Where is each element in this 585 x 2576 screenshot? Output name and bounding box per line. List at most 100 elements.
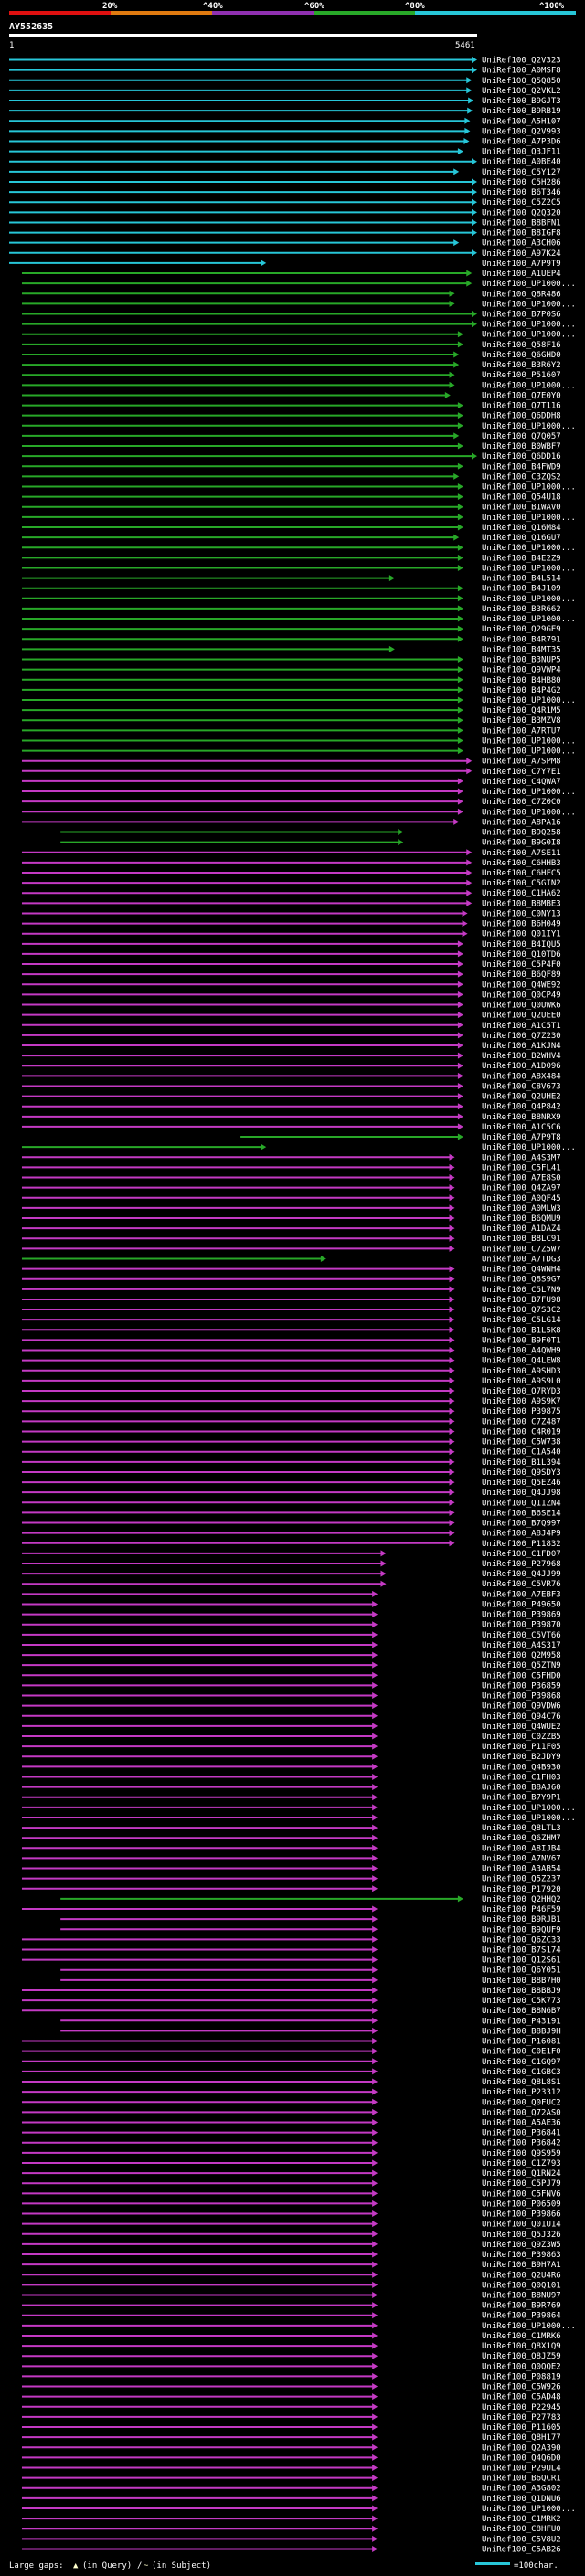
hit-label[interactable]: UniRef100_Q29GE9 [482, 625, 561, 634]
hit-label[interactable]: UniRef100_B8AJ60 [482, 1784, 561, 1793]
hit-label[interactable]: UniRef100_B1WAV0 [482, 504, 561, 513]
hit-label[interactable]: UniRef100_P39866 [482, 2210, 561, 2220]
hit-label[interactable]: UniRef100_Q8LTL3 [482, 1824, 561, 1833]
hit-label[interactable]: UniRef100_Q0FUC2 [482, 2098, 561, 2107]
hit-label[interactable]: UniRef100_B4E2Z9 [482, 554, 561, 563]
hit-label[interactable]: UniRef100_P36859 [482, 1681, 561, 1691]
hit-label[interactable]: UniRef100_B7S174 [482, 1945, 561, 1955]
hit-label[interactable]: UniRef100_Q4LEW8 [482, 1357, 561, 1366]
hit-label[interactable]: UniRef100_C5Y127 [482, 168, 561, 177]
hit-label[interactable]: UniRef100_B8MBE3 [482, 899, 561, 908]
hit-label[interactable]: UniRef100_Q5Q850 [482, 77, 561, 86]
hit-label[interactable]: UniRef100_B8N6B7 [482, 2007, 561, 2016]
hit-label[interactable]: UniRef100_C5FHD0 [482, 1671, 561, 1680]
hit-label[interactable]: UniRef100_Q16GU7 [482, 534, 561, 543]
hit-label[interactable]: UniRef100_Q4WUE2 [482, 1723, 561, 1732]
hit-label[interactable]: UniRef100_C7Z5W7 [482, 1245, 561, 1254]
hit-label[interactable]: UniRef100_A3G802 [482, 2485, 561, 2494]
hit-label[interactable]: UniRef100_B4FWD9 [482, 462, 561, 472]
hit-label[interactable]: UniRef100_Q5ZTN9 [482, 1661, 561, 1670]
hit-label[interactable]: UniRef100_UP1000... [482, 2322, 576, 2331]
hit-label[interactable]: UniRef100_Q2VKL2 [482, 87, 561, 96]
hit-label[interactable]: UniRef100_B6QMU9 [482, 1214, 561, 1224]
hit-label[interactable]: UniRef100_UP1000... [482, 564, 576, 573]
hit-label[interactable]: UniRef100_Q8JZ59 [482, 2352, 561, 2361]
hit-label[interactable]: UniRef100_C5FNV6 [482, 2189, 561, 2199]
hit-label[interactable]: UniRef100_C5VR76 [482, 1580, 561, 1589]
hit-label[interactable]: UniRef100_Q7E0Y0 [482, 391, 561, 400]
hit-label[interactable]: UniRef100_C5AD48 [482, 2393, 561, 2402]
hit-label[interactable]: UniRef100_Q10TD6 [482, 950, 561, 959]
hit-label[interactable]: UniRef100_A1D096 [482, 1062, 561, 1071]
hit-label[interactable]: UniRef100_Q4Q6D0 [482, 2454, 561, 2463]
hit-label[interactable]: UniRef100_C5V8U2 [482, 2535, 561, 2544]
hit-label[interactable]: UniRef100_B8NU97 [482, 2291, 561, 2300]
hit-label[interactable]: UniRef100_A8IJB4 [482, 1844, 561, 1853]
hit-label[interactable]: UniRef100_C5LG14 [482, 1316, 561, 1325]
hit-label[interactable]: UniRef100_C7Y7E1 [482, 768, 561, 777]
hit-label[interactable]: UniRef100_P36841 [482, 2129, 561, 2138]
hit-label[interactable]: UniRef100_UP1000... [482, 381, 576, 390]
hit-label[interactable]: UniRef100_Q54U18 [482, 493, 561, 503]
hit-label[interactable]: UniRef100_C5AB26 [482, 2545, 561, 2554]
hit-label[interactable]: UniRef100_C4QWA7 [482, 778, 561, 787]
hit-label[interactable]: UniRef100_B4R791 [482, 635, 561, 644]
hit-label[interactable]: UniRef100_Q8H177 [482, 2433, 561, 2443]
hit-label[interactable]: UniRef100_A3CH06 [482, 239, 561, 249]
hit-label[interactable]: UniRef100_UP1000... [482, 2505, 576, 2514]
hit-label[interactable]: UniRef100_C7Z487 [482, 1417, 561, 1426]
hit-label[interactable]: UniRef100_A0QF45 [482, 1194, 561, 1203]
hit-label[interactable]: UniRef100_UP1000... [482, 808, 576, 817]
hit-label[interactable]: UniRef100_Q72AS0 [482, 2108, 561, 2117]
hit-label[interactable]: UniRef100_A8X484 [482, 1072, 561, 1081]
hit-label[interactable]: UniRef100_B3NUP5 [482, 656, 561, 665]
hit-label[interactable]: UniRef100_A7RTU7 [482, 726, 561, 736]
hit-label[interactable]: UniRef100_B8NRX9 [482, 1113, 561, 1122]
hit-label[interactable]: UniRef100_B3MZV8 [482, 716, 561, 726]
hit-label[interactable]: UniRef100_Q8R486 [482, 290, 561, 299]
hit-label[interactable]: UniRef100_C1FD07 [482, 1550, 561, 1559]
hit-label[interactable]: UniRef100_A7P3D6 [482, 138, 561, 147]
hit-label[interactable]: UniRef100_A7TDG3 [482, 1255, 561, 1264]
hit-label[interactable]: UniRef100_C1GQ97 [482, 2058, 561, 2067]
hit-label[interactable]: UniRef100_C0NY13 [482, 909, 561, 918]
hit-label[interactable]: UniRef100_UP1000... [482, 280, 576, 289]
hit-label[interactable]: UniRef100_C4R019 [482, 1427, 561, 1436]
hit-label[interactable]: UniRef100_C5PJ79 [482, 2179, 561, 2189]
hit-label[interactable]: UniRef100_Q8L8S1 [482, 2078, 561, 2087]
hit-label[interactable]: UniRef100_A0BE40 [482, 158, 561, 167]
hit-label[interactable]: UniRef100_Q2U4R6 [482, 2271, 561, 2280]
hit-label[interactable]: UniRef100_Q01IY1 [482, 930, 561, 939]
hit-label[interactable]: UniRef100_Q0CP49 [482, 991, 561, 1000]
hit-label[interactable]: UniRef100_B6T346 [482, 188, 561, 197]
hit-label[interactable]: UniRef100_P29UL4 [482, 2464, 561, 2473]
hit-label[interactable]: UniRef100_B3R6Y2 [482, 361, 561, 370]
hit-label[interactable]: UniRef100_Q0Q101 [482, 2281, 561, 2290]
hit-label[interactable]: UniRef100_C5H286 [482, 178, 561, 187]
hit-label[interactable]: UniRef100_Q2HHQ2 [482, 1895, 561, 1904]
hit-label[interactable]: UniRef100_Q9Z3W5 [482, 2241, 561, 2250]
hit-label[interactable]: UniRef100_Q5EZ46 [482, 1479, 561, 1488]
hit-label[interactable]: UniRef100_B4MT35 [482, 645, 561, 654]
hit-label[interactable]: UniRef100_B8BBJ9 [482, 1987, 561, 1996]
hit-label[interactable]: UniRef100_C1GBC3 [482, 2068, 561, 2077]
hit-label[interactable]: UniRef100_B9QUF9 [482, 1925, 561, 1935]
hit-label[interactable]: UniRef100_B8LC91 [482, 1235, 561, 1244]
hit-label[interactable]: UniRef100_Q2A390 [482, 2443, 561, 2453]
hit-label[interactable]: UniRef100_C1FH03 [482, 1773, 561, 1782]
hit-label[interactable]: UniRef100_C5W926 [482, 2383, 561, 2392]
hit-label[interactable]: UniRef100_Q4WE92 [482, 981, 561, 990]
hit-label[interactable]: UniRef100_Q9S959 [482, 2149, 561, 2158]
hit-label[interactable]: UniRef100_A97K24 [482, 249, 561, 259]
hit-label[interactable]: UniRef100_C1MRK6 [482, 2332, 561, 2341]
hit-label[interactable]: UniRef100_A7E8S0 [482, 1174, 561, 1183]
hit-label[interactable]: UniRef100_A7P9T9 [482, 260, 561, 269]
hit-label[interactable]: UniRef100_A7NV67 [482, 1854, 561, 1863]
hit-label[interactable]: UniRef100_C8HFU0 [482, 2525, 561, 2534]
hit-label[interactable]: UniRef100_P49650 [482, 1600, 561, 1609]
hit-label[interactable]: UniRef100_P36842 [482, 2139, 561, 2148]
hit-label[interactable]: UniRef100_C1Z793 [482, 2159, 561, 2168]
hit-label[interactable]: UniRef100_A7EBF3 [482, 1590, 561, 1599]
hit-label[interactable]: UniRef100_Q7RYD3 [482, 1387, 561, 1396]
hit-label[interactable]: UniRef100_B8IGF8 [482, 229, 561, 239]
